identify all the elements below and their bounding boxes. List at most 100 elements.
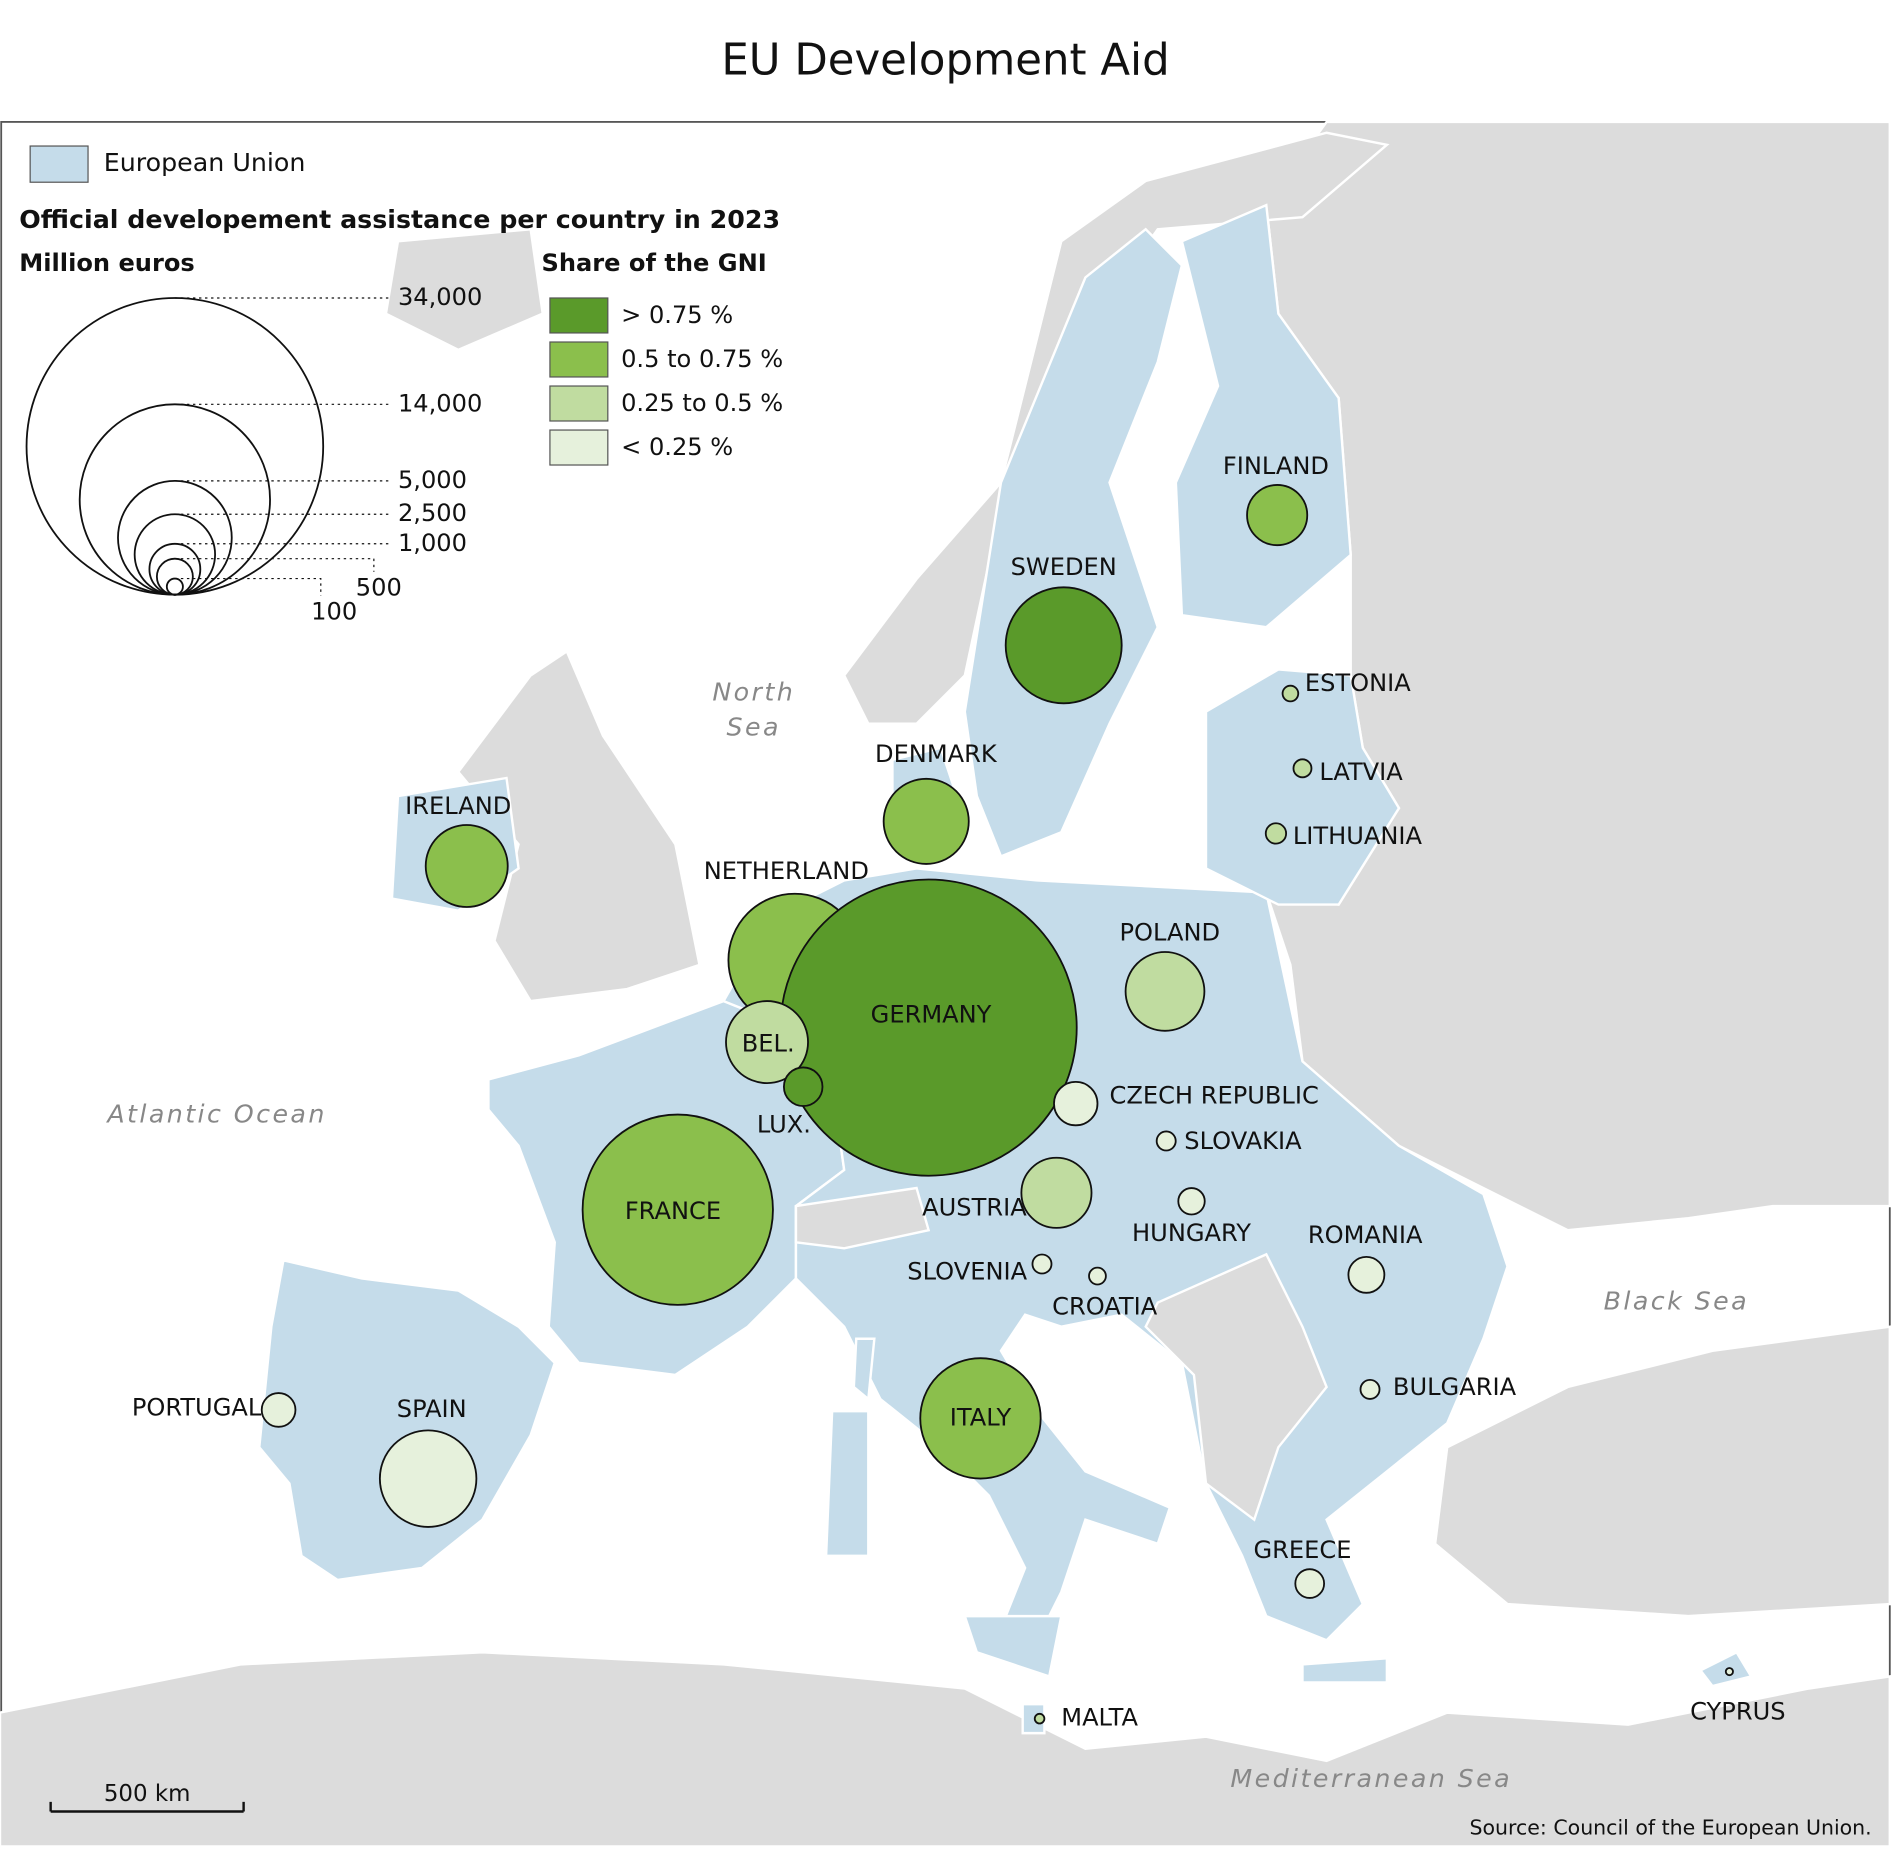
norway	[842, 131, 1390, 725]
country-label: CYPRUS	[1690, 1698, 1785, 1726]
united-kingdom	[456, 649, 701, 1003]
baltics	[1204, 668, 1401, 906]
country-bubble	[1294, 1568, 1326, 1599]
country-bubble	[1359, 1378, 1381, 1400]
gni-label: < 0.25 %	[621, 433, 733, 461]
country-label: MALTA	[1061, 1704, 1138, 1732]
size-legend-label: 5,000	[398, 466, 467, 494]
country-bubble	[1088, 1266, 1107, 1286]
size-legend-leader	[174, 577, 322, 596]
size-legend-label: 34,000	[398, 283, 482, 311]
country-label: POLAND	[1120, 919, 1221, 947]
country-label: IRELAND	[405, 792, 511, 820]
eu-label: European Union	[104, 147, 306, 177]
malta	[1021, 1702, 1046, 1735]
country-label: CROATIA	[1052, 1292, 1158, 1320]
gni-swatch	[549, 297, 609, 334]
sweden	[963, 227, 1184, 858]
country-bubble	[1281, 684, 1300, 703]
balkans	[1144, 1252, 1328, 1522]
country-label: SPAIN	[397, 1395, 467, 1423]
country-bubble	[260, 1392, 297, 1428]
country-bubble	[1031, 1253, 1053, 1275]
sicily	[963, 1614, 1063, 1679]
country-label: BULGARIA	[1393, 1373, 1517, 1401]
country-bubble	[1053, 1080, 1099, 1127]
sea-label: North	[712, 677, 795, 707]
country-label: GERMANY	[871, 1001, 992, 1029]
size-legend-label: 14,000	[398, 389, 482, 417]
switzerland	[794, 1186, 931, 1250]
country-label: FINLAND	[1223, 452, 1329, 480]
gni-label: 0.5 to 0.75 %	[621, 345, 783, 373]
africa	[0, 1651, 1891, 1848]
country-label: LUX.	[757, 1110, 811, 1138]
country-label: ESTONIA	[1305, 669, 1411, 697]
eu-swatch	[29, 145, 89, 183]
title: EU Development Aid	[721, 35, 1169, 85]
country-label: ROMANIA	[1308, 1221, 1423, 1249]
legend-heading: Official developement assistance per cou…	[19, 204, 780, 234]
size-legend-label: 2,500	[398, 499, 467, 527]
size-title: Million euros	[19, 249, 195, 277]
country-bubble	[782, 1066, 824, 1107]
turkey	[1433, 1325, 1891, 1618]
scale-label: 500 km	[104, 1781, 191, 1807]
country-bubble	[1177, 1187, 1206, 1216]
gni-swatch	[549, 429, 609, 466]
country-label: LITHUANIA	[1293, 822, 1423, 850]
source: Source: Council of the European Union.	[1470, 1815, 1872, 1839]
country-label: SWEDEN	[1011, 553, 1117, 581]
iceland	[384, 227, 545, 352]
country-label: NETHERLAND	[704, 857, 869, 885]
country-bubble	[1124, 951, 1206, 1032]
country-label: PORTUGAL	[132, 1394, 262, 1422]
country-bubble	[1292, 758, 1313, 779]
sea-labels: North Sea Atlantic Ocean Black Sea Mediterra…	[105, 677, 1749, 1794]
size-legend-label: 100	[311, 598, 357, 626]
country-label: DENMARK	[875, 740, 998, 768]
country-label: LATVIA	[1319, 758, 1403, 786]
bubbles: NETHERLAND GERMANY BEL. LUX. FRANCE SWEDEN ITA…	[132, 452, 1786, 1732]
land	[0, 120, 1891, 1848]
gni-label: > 0.75 %	[621, 301, 733, 329]
country-bubble	[1246, 484, 1309, 547]
sea-label: Mediterranean Sea	[1230, 1763, 1512, 1793]
country-label: GREECE	[1253, 1536, 1351, 1564]
country-bubble	[919, 1357, 1042, 1480]
country-bubble	[1004, 586, 1123, 705]
country-label: SLOVENIA	[907, 1257, 1027, 1285]
country-bubble	[1020, 1156, 1093, 1229]
gni-title: Share of the GNI	[541, 249, 766, 277]
sea-label: Black Sea	[1604, 1286, 1749, 1316]
country-label: SLOVAKIA	[1184, 1127, 1302, 1155]
country-bubble	[1264, 822, 1288, 845]
sea-label: Atlantic Ocean	[105, 1099, 326, 1129]
country-bubble	[1347, 1255, 1386, 1294]
corsica	[852, 1337, 876, 1402]
country-bubble	[1155, 1130, 1177, 1152]
country-label: AUSTRIA	[922, 1194, 1027, 1222]
country-bubble	[882, 777, 970, 865]
country-bubble	[581, 1113, 774, 1306]
crete	[1301, 1657, 1389, 1684]
country-label: ITALY	[950, 1403, 1012, 1431]
country-bubble	[1033, 1712, 1046, 1725]
country-bubble	[1724, 1667, 1734, 1677]
country-label: HUNGARY	[1132, 1219, 1251, 1247]
sea-label: Sea	[727, 712, 781, 742]
country-bubble	[378, 1429, 478, 1528]
legend: European Union Official developement ass…	[19, 145, 783, 626]
gni-swatch	[549, 341, 609, 378]
country-bubble	[424, 824, 509, 908]
country-label: BEL.	[742, 1029, 795, 1057]
country-label: FRANCE	[625, 1197, 721, 1225]
non-eu-overlay	[794, 1186, 1328, 1522]
gni-label: 0.25 to 0.5 %	[621, 389, 783, 417]
size-legend-label: 500	[356, 574, 402, 602]
size-legend-label: 1,000	[398, 529, 467, 557]
country-bubble	[725, 1000, 809, 1085]
country-label: CZECH REPUBLIC	[1110, 1081, 1319, 1109]
iberia	[258, 1258, 557, 1582]
